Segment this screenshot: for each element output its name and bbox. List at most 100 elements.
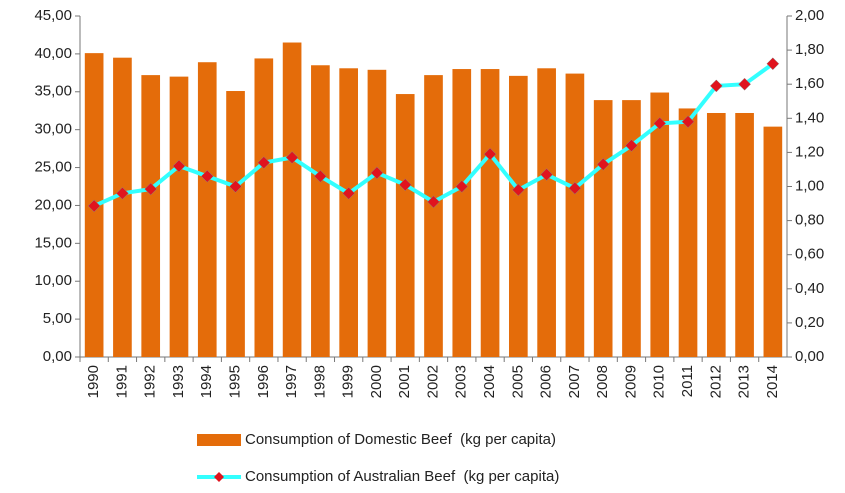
- bar: [678, 108, 698, 358]
- marker: [200, 169, 214, 183]
- y-tick-label: 40,00: [34, 45, 72, 62]
- x-tick-label: 2014: [764, 365, 781, 398]
- bar: [537, 68, 556, 357]
- bar: [650, 92, 670, 357]
- y2-tick-label: 0,20: [795, 314, 824, 331]
- x-tick-label: 2011: [679, 365, 696, 397]
- marker: [568, 181, 582, 195]
- marker: [653, 117, 667, 130]
- marker: [540, 168, 553, 181]
- bar: [763, 126, 783, 357]
- x-tick-label: 1994: [198, 365, 215, 398]
- marker: [144, 182, 158, 196]
- y2-tick-label: 1,00: [795, 177, 824, 194]
- bar: [509, 75, 528, 357]
- marker: [625, 139, 638, 152]
- bar: [735, 112, 754, 358]
- bar: [254, 58, 274, 358]
- marker: [398, 178, 412, 192]
- y-tick-label: 15,00: [34, 234, 72, 251]
- y2-tick-label: 1,80: [795, 41, 824, 58]
- x-tick-label: 1993: [170, 365, 187, 398]
- x-tick-label: 1990: [85, 365, 102, 398]
- bar: [226, 91, 245, 358]
- x-tick-label: 2005: [509, 365, 526, 398]
- y-tick-label: 35,00: [34, 83, 72, 100]
- bar: [141, 75, 161, 358]
- marker: [427, 195, 440, 209]
- legend-marker: [214, 472, 224, 482]
- bar: [480, 69, 500, 358]
- x-tick-label: 2008: [594, 365, 611, 398]
- bar: [706, 112, 726, 358]
- x-tick-label: 1992: [142, 365, 159, 398]
- y2-tick-label: 1,40: [795, 109, 824, 126]
- bar: [452, 69, 472, 358]
- marker: [766, 57, 780, 71]
- marker: [314, 169, 327, 183]
- bar: [367, 69, 387, 358]
- bar: [282, 42, 302, 358]
- x-tick-label: 1991: [113, 365, 130, 398]
- x-tick-label: 2009: [622, 365, 639, 398]
- y-tick-label: 25,00: [34, 159, 72, 176]
- marker: [257, 156, 271, 169]
- bar: [565, 73, 585, 357]
- legend-swatch: [197, 434, 241, 446]
- x-tick-label: 1998: [311, 365, 328, 398]
- y2-tick-label: 0,80: [795, 212, 824, 229]
- x-tick-label: 2001: [396, 365, 413, 398]
- x-tick-label: 2010: [651, 365, 668, 398]
- y2-tick-label: 1,20: [795, 143, 824, 160]
- x-tick-label: 2013: [736, 365, 753, 398]
- x-tick-label: 1995: [227, 365, 244, 398]
- bar: [622, 100, 641, 357]
- bar: [169, 76, 189, 357]
- marker: [596, 157, 610, 171]
- x-tick-label: 2002: [424, 365, 441, 398]
- y-tick-label: 5,00: [43, 310, 72, 327]
- legend-label: Consumption of Australian Beef (kg per c…: [245, 468, 559, 485]
- bar: [311, 65, 330, 357]
- marker: [681, 115, 695, 129]
- y-tick-label: 30,00: [34, 121, 72, 138]
- legend-label: Consumption of Domestic Beef (kg per cap…: [245, 431, 556, 448]
- bar: [395, 94, 415, 357]
- x-tick-label: 2000: [368, 365, 385, 398]
- x-tick-label: 2012: [707, 365, 724, 398]
- marker: [738, 77, 751, 91]
- y2-tick-label: 1,60: [795, 75, 824, 92]
- marker: [342, 186, 356, 200]
- marker: [511, 183, 525, 197]
- x-tick-label: 1997: [283, 365, 300, 398]
- marker: [116, 186, 129, 200]
- y-tick-label: 45,00: [34, 7, 72, 24]
- marker: [709, 79, 723, 93]
- marker: [229, 180, 242, 193]
- x-tick-label: 1996: [255, 365, 272, 398]
- x-tick-label: 2007: [566, 365, 583, 398]
- bar: [593, 100, 613, 357]
- y2-tick-label: 0,00: [795, 348, 824, 365]
- y-tick-label: 10,00: [34, 272, 72, 289]
- bar: [424, 75, 443, 358]
- marker: [455, 180, 469, 193]
- x-tick-label: 2003: [453, 365, 470, 398]
- x-tick-label: 2004: [481, 365, 498, 398]
- bar: [113, 57, 132, 358]
- y2-tick-label: 0,40: [795, 280, 824, 297]
- marker: [87, 199, 101, 213]
- x-tick-label: 2006: [538, 365, 555, 398]
- marker: [172, 159, 186, 173]
- y-tick-label: 0,00: [43, 348, 72, 365]
- marker: [370, 166, 384, 180]
- x-tick-label: 1999: [340, 365, 357, 398]
- y2-tick-label: 2,00: [795, 7, 824, 24]
- marker: [285, 151, 299, 164]
- bar: [339, 68, 358, 357]
- y-tick-label: 20,00: [34, 196, 72, 213]
- bar: [197, 62, 217, 357]
- marker: [483, 147, 497, 161]
- y2-tick-label: 0,60: [795, 246, 824, 263]
